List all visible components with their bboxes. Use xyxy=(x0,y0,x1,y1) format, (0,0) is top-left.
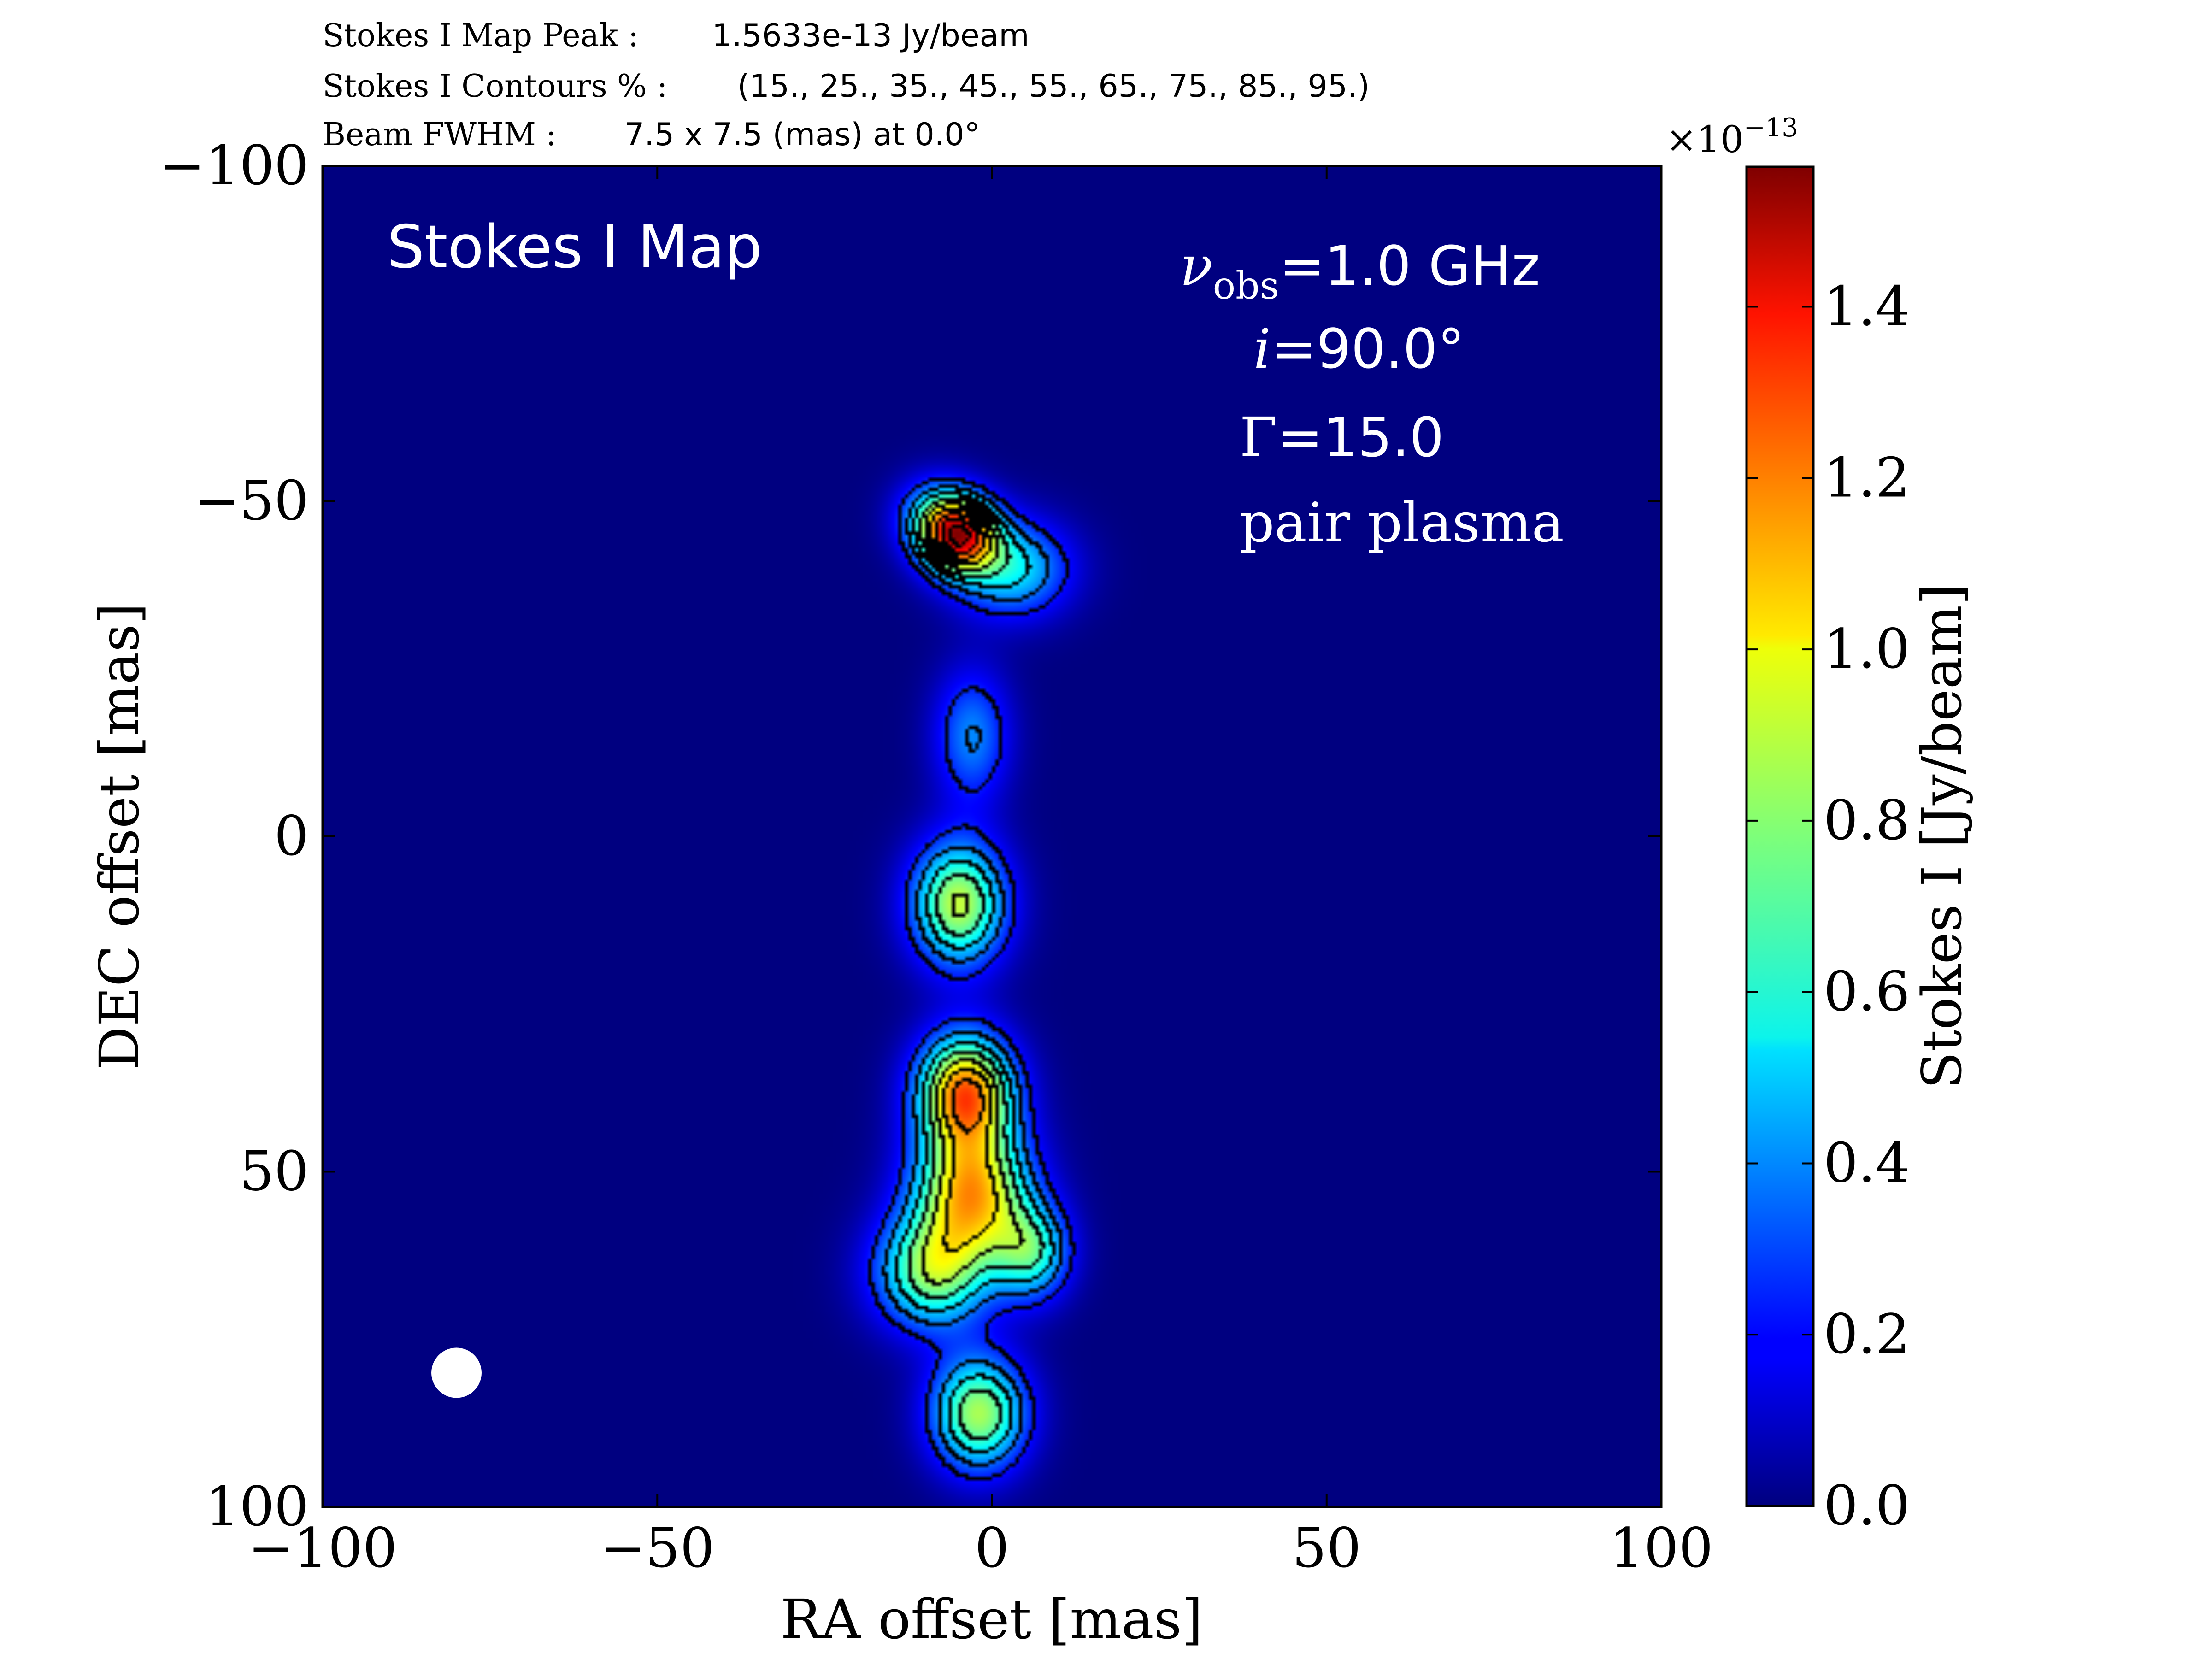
x-tick-label: 50 xyxy=(1292,1516,1361,1580)
lorentz-factor-annotation: Γ=15.0 xyxy=(1240,406,1444,469)
y-tick-label: −50 xyxy=(194,469,309,533)
beam-value: 7.5 x 7.5 (mas) at 0.0° xyxy=(624,117,980,153)
plasma-annotation: pair plasma xyxy=(1240,491,1564,554)
contours-label: Stokes I Contours % : xyxy=(323,68,667,105)
y-tick-label: 50 xyxy=(240,1140,309,1203)
peak-label: Stokes I Map Peak : xyxy=(323,18,639,54)
beam-label: Beam FWHM : xyxy=(323,117,556,153)
colorbar-gradient xyxy=(1747,167,1813,1506)
x-axis-ticks: −100 −50 0 50 100 xyxy=(248,166,1713,1580)
stokes-i-intensity-map xyxy=(323,166,1661,1507)
colorbar-exponent: ×10−13 xyxy=(1666,113,1798,161)
colorbar-tick-label: 1.4 xyxy=(1824,275,1910,338)
x-axis-label: RA offset [mas] xyxy=(781,1588,1203,1651)
inclination-annotation: i=90.0° xyxy=(1253,317,1465,381)
colorbar-tick-label: 1.0 xyxy=(1824,617,1910,681)
colorbar-tick-label: 0.4 xyxy=(1824,1131,1910,1194)
x-tick-label: −50 xyxy=(600,1516,715,1580)
colorbar-tick-label: 0.8 xyxy=(1824,788,1910,852)
panel-title: Stokes I Map xyxy=(387,213,762,282)
x-tick-label: 0 xyxy=(975,1516,1009,1580)
colorbar-label: Stokes I [Jy/beam] xyxy=(1910,584,1974,1089)
colorbar-tick-label: 1.2 xyxy=(1824,446,1910,509)
x-tick-label: −100 xyxy=(248,1516,397,1580)
colorbar-tick-label: 0.6 xyxy=(1824,960,1910,1024)
y-axis-ticks: −100 −50 0 50 100 xyxy=(159,134,1661,1538)
y-tick-label: 0 xyxy=(274,804,309,868)
figure-header: Stokes I Map Peak : 1.5633e-13 Jy/beam S… xyxy=(323,18,1370,153)
contours-value: (15., 25., 35., 45., 55., 65., 75., 85.,… xyxy=(737,68,1370,105)
y-tick-label: −100 xyxy=(159,134,309,197)
colorbar-ticks: 0.0 0.2 0.4 0.6 0.8 1.0 1.2 1.4 xyxy=(1747,275,1910,1537)
beam-ellipse xyxy=(431,1347,482,1398)
frequency-annotation: νobs=1.0 GHz xyxy=(1180,234,1540,308)
peak-value: 1.5633e-13 Jy/beam xyxy=(712,18,1030,54)
x-tick-label: 100 xyxy=(1609,1516,1713,1580)
colorbar-tick-label: 0.0 xyxy=(1824,1474,1910,1537)
y-tick-label: 100 xyxy=(205,1475,309,1538)
colorbar-frame xyxy=(1745,165,1815,1507)
colorbar-tick-label: 0.2 xyxy=(1824,1302,1910,1366)
y-axis-label: DEC offset [mas] xyxy=(88,603,151,1070)
panel-annotations: Stokes I Map νobs=1.0 GHz i=90.0° Γ=15.0… xyxy=(387,213,1564,554)
